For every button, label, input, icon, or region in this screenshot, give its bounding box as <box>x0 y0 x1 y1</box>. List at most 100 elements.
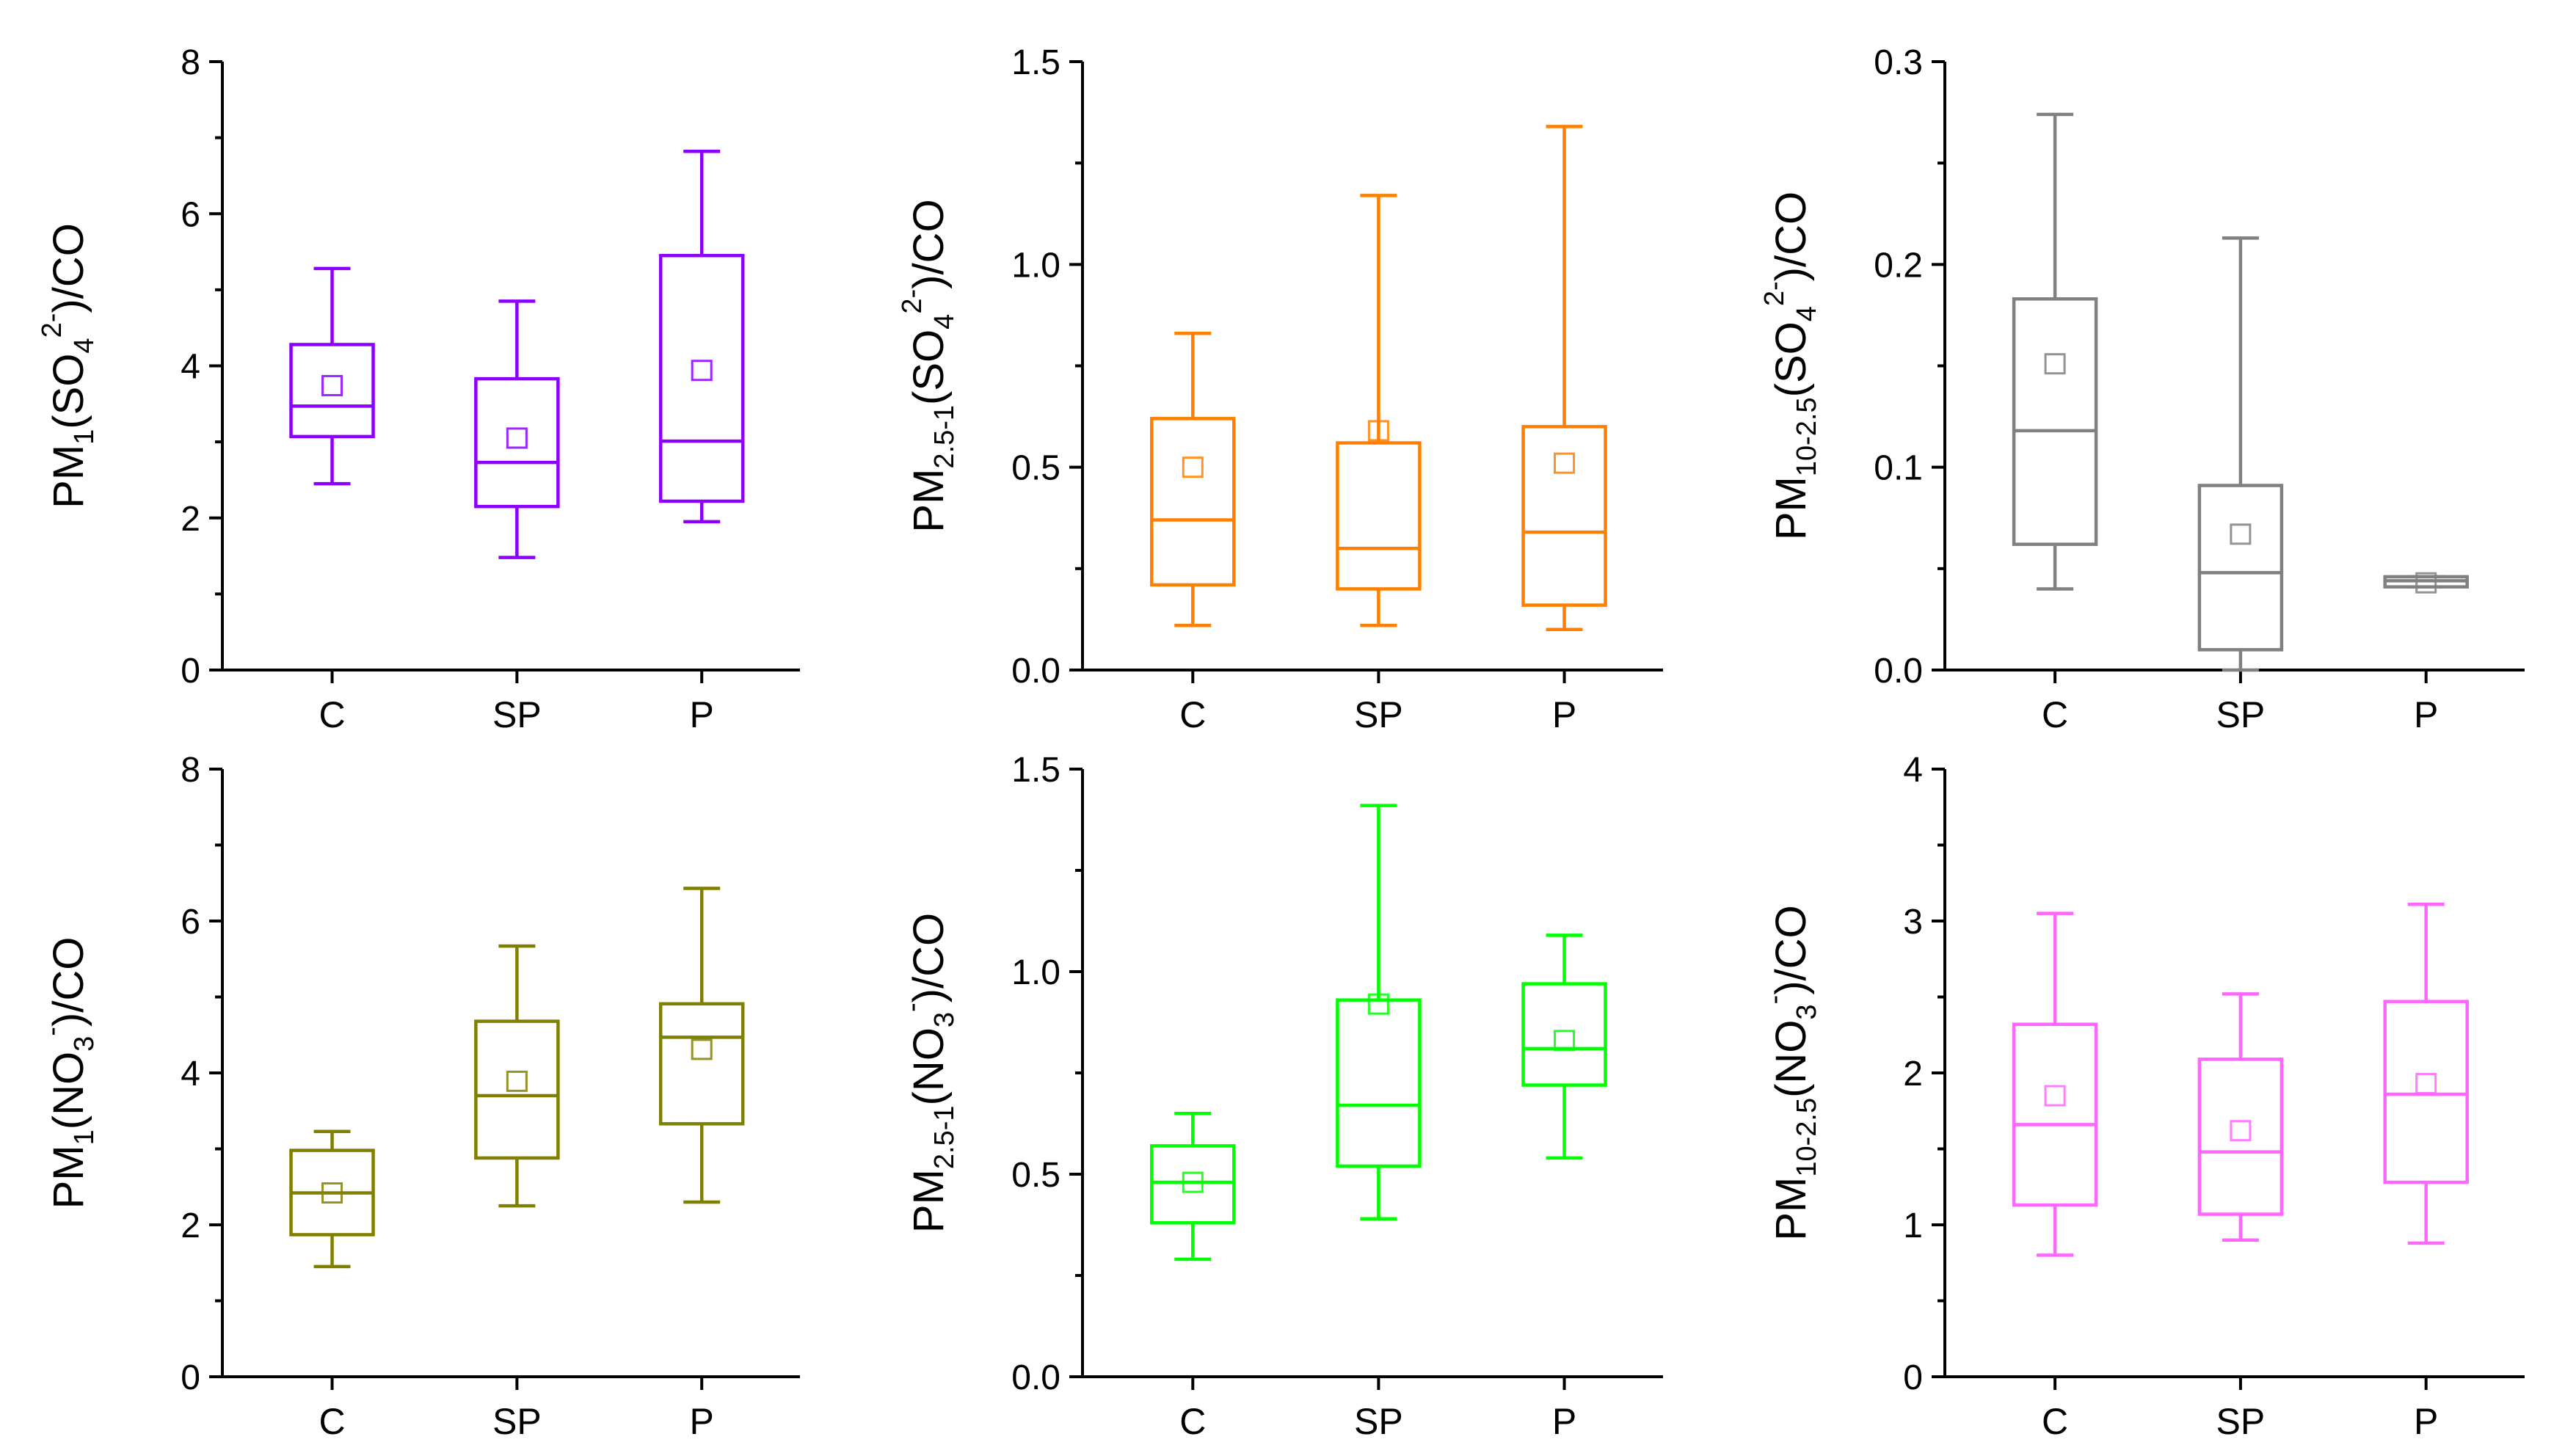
iqr-box <box>289 343 375 439</box>
iqr-box <box>658 1002 745 1126</box>
mean-marker <box>1554 452 1576 474</box>
box-SP <box>474 944 560 1208</box>
iqr-box <box>1336 998 1422 1168</box>
y-tick-label: 0.1 <box>1874 449 1923 488</box>
mean-marker <box>321 374 343 396</box>
mean-marker <box>506 1070 528 1092</box>
y-tick-label: 1.5 <box>1011 43 1060 82</box>
y-tick-label: 0.5 <box>1011 449 1060 488</box>
y-tick-label: 2 <box>181 500 200 539</box>
mean-marker <box>2044 353 2066 375</box>
x-tick-label: P <box>1552 694 1576 735</box>
box-SP <box>2197 992 2284 1242</box>
y-tick-label: 1 <box>1903 1206 1923 1245</box>
iqr-box <box>1150 1144 1236 1225</box>
y-tick-label: 3 <box>1903 903 1923 942</box>
mean-marker <box>1554 1030 1576 1052</box>
box-C <box>289 266 375 486</box>
box-SP <box>1336 194 1422 627</box>
y-tick-label: 2 <box>1903 1055 1923 1093</box>
y-axis-label: PM2.5-1(NO3-)/CO <box>897 913 960 1233</box>
x-tick-label: SP <box>1354 694 1403 735</box>
box-SP <box>474 299 560 559</box>
y-tick-label: 0.3 <box>1874 43 1923 82</box>
iqr-box <box>1150 417 1236 587</box>
y-tick-label: 4 <box>181 348 200 387</box>
box-C <box>2012 911 2098 1257</box>
x-tick-label: SP <box>1354 1401 1403 1442</box>
y-tick-label: 4 <box>1903 751 1923 790</box>
y-tick-label: 2 <box>181 1206 200 1245</box>
x-tick-label: SP <box>492 1401 542 1442</box>
iqr-box <box>2012 1022 2098 1207</box>
box-SP <box>1336 804 1422 1220</box>
x-tick-label: P <box>2414 1401 2438 1442</box>
box-P <box>2383 902 2469 1245</box>
y-tick-label: 0.5 <box>1011 1156 1060 1195</box>
mean-marker <box>2044 1085 2066 1107</box>
y-tick-label: 1.0 <box>1011 953 1060 992</box>
box-P <box>1521 933 1607 1160</box>
y-tick-label: 0 <box>181 1358 200 1397</box>
y-axis-label: PM10-2.5(SO42-)/CO <box>1759 192 1822 540</box>
iqr-box <box>2383 1000 2469 1184</box>
box-P <box>658 887 745 1204</box>
box-P <box>2383 572 2469 594</box>
chart-panel-4: 0 2 4 6 8 C SP P PM1(NO3-)/CO <box>37 751 800 1442</box>
iqr-box <box>1521 425 1607 607</box>
mean-marker <box>1182 456 1204 478</box>
mean-marker <box>691 360 713 382</box>
mean-marker <box>2415 572 2437 594</box>
mean-marker <box>691 1038 713 1060</box>
box-C <box>1150 332 1236 627</box>
y-tick-label: 1.5 <box>1011 751 1060 790</box>
chart-panel-3: 0.0 0.1 0.2 0.3 C SP P PM10-2.5(SO42-)/CO <box>1759 43 2525 735</box>
mean-marker <box>1182 1171 1204 1193</box>
y-tick-label: 6 <box>181 903 200 942</box>
box-C <box>2012 112 2098 591</box>
x-tick-label: SP <box>2216 1401 2266 1442</box>
mean-marker <box>1367 420 1389 442</box>
y-axis-label: PM10-2.5(NO3-)/CO <box>1759 905 1822 1240</box>
chart-panel-6: 0 1 2 3 4 C SP P PM10-2.5(NO3-)/CO <box>1759 751 2525 1442</box>
chart-panel-5: 0.0 0.5 1.0 1.5 C SP P PM2.5-1(NO3-)/CO <box>897 751 1663 1442</box>
y-tick-label: 0 <box>1903 1358 1923 1397</box>
y-tick-label: 6 <box>181 195 200 234</box>
mean-marker <box>2230 1120 2252 1142</box>
x-tick-label: P <box>1552 1401 1576 1442</box>
mean-marker <box>321 1182 343 1204</box>
y-axis-label: PM1(SO42-)/CO <box>37 223 100 509</box>
x-tick-label: C <box>1179 694 1206 735</box>
mean-marker <box>1367 993 1389 1015</box>
x-tick-label: P <box>690 1401 714 1442</box>
box-P <box>1521 125 1607 631</box>
y-tick-label: 0.0 <box>1011 1358 1060 1397</box>
y-tick-label: 0 <box>181 652 200 691</box>
y-axis-label: PM1(NO3-)/CO <box>37 937 100 1209</box>
iqr-box <box>2197 1058 2284 1216</box>
x-tick-label: SP <box>492 694 542 735</box>
iqr-box <box>474 1019 560 1160</box>
mean-marker <box>2415 1072 2437 1094</box>
chart-panel-2: 0.0 0.5 1.0 1.5 C SP P PM2.5-1(SO42-)/CO <box>897 43 1663 735</box>
mean-marker <box>2230 523 2252 545</box>
x-tick-label: C <box>2042 1401 2068 1442</box>
x-tick-label: C <box>2042 694 2068 735</box>
box-C <box>289 1129 375 1269</box>
x-tick-label: C <box>319 694 345 735</box>
x-tick-label: C <box>319 1401 345 1442</box>
iqr-box <box>1336 441 1422 591</box>
iqr-box <box>2197 484 2284 652</box>
x-tick-label: C <box>1179 1401 1206 1442</box>
y-axis-label: PM2.5-1(SO42-)/CO <box>897 199 960 532</box>
box-P <box>658 150 745 524</box>
chart-panel-1: 0 2 4 6 8 C SP P PM1(SO42-)/CO <box>37 43 800 735</box>
y-tick-label: 8 <box>181 43 200 82</box>
x-tick-label: SP <box>2216 694 2266 735</box>
iqr-box <box>1521 982 1607 1087</box>
y-tick-label: 8 <box>181 751 200 790</box>
y-tick-label: 0.2 <box>1874 246 1923 285</box>
iqr-box <box>658 253 745 503</box>
y-tick-label: 0.0 <box>1874 652 1923 691</box>
